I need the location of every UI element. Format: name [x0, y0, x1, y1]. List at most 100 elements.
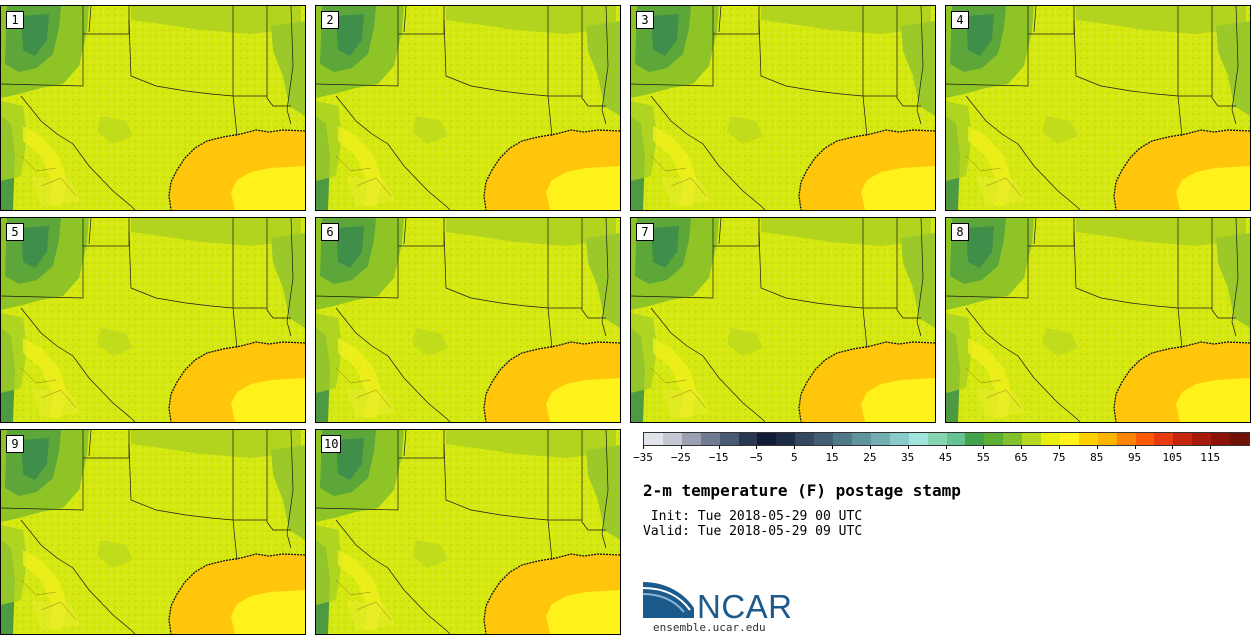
logo-wordmark: NCAR	[697, 588, 793, 625]
colorbar-swatch	[662, 433, 682, 445]
colorbar-swatch	[1154, 433, 1174, 445]
colorbar-tick	[643, 445, 644, 449]
member-label-9: 9	[6, 435, 24, 453]
colorbar-swatch	[738, 433, 758, 445]
colorbar-tick	[1134, 445, 1136, 449]
colorbar-tick-label: 95	[1127, 451, 1142, 464]
colorbar-tick-label: 115	[1200, 451, 1221, 464]
colorbar-tick	[718, 445, 720, 449]
colorbar-tick	[756, 445, 758, 449]
colorbar-swatch	[1116, 433, 1136, 445]
temperature-map-7	[631, 218, 935, 422]
temperature-map-4	[946, 6, 1250, 210]
colorbar-tick	[869, 445, 871, 449]
colorbar-tick	[983, 445, 985, 449]
colorbar-tick	[832, 445, 834, 449]
colorbar-swatch	[1135, 433, 1155, 445]
colorbar-tick-label: −25	[670, 451, 691, 464]
temperature-map-6	[316, 218, 620, 422]
colorbar-tick	[794, 445, 796, 449]
stamp-member-9: 9	[0, 429, 306, 635]
colorbar-tick	[1210, 445, 1212, 449]
colorbar-tick-label: 25	[863, 451, 877, 464]
temperature-map-2	[316, 6, 620, 210]
colorbar-swatch	[1022, 433, 1042, 445]
colorbar-tick-label: −15	[708, 451, 729, 464]
colorbar-swatch	[814, 433, 834, 445]
stamp-member-2: 2	[315, 5, 621, 211]
stamp-member-1: 1	[0, 5, 306, 211]
colorbar-tick-label: 15	[825, 451, 839, 464]
colorbar-tick-label: −35	[633, 451, 653, 464]
colorbar-swatch	[681, 433, 701, 445]
colorbar-swatch	[1041, 433, 1060, 445]
stamp-member-6: 6	[315, 217, 621, 423]
member-label-1: 1	[6, 11, 24, 29]
colorbar-tick-label: 35	[901, 451, 915, 464]
member-label-7: 7	[636, 223, 654, 241]
colorbar-tick	[680, 445, 682, 449]
colorbar-swatch	[851, 433, 871, 445]
logo-url: ensemble.ucar.edu	[653, 621, 766, 634]
colorbar-swatch	[908, 433, 928, 445]
colorbar-tick-label: 45	[938, 451, 953, 464]
temperature-map-5	[1, 218, 305, 422]
colorbar-swatch	[1059, 433, 1079, 445]
colorbar-swatch	[870, 433, 890, 445]
colorbar-tick-label: 85	[1090, 451, 1104, 464]
colorbar-tick	[1172, 445, 1174, 449]
member-label-6: 6	[321, 223, 339, 241]
member-label-5: 5	[6, 223, 24, 241]
temperature-map-8	[946, 218, 1250, 422]
colorbar-swatch	[1078, 433, 1098, 445]
member-label-8: 8	[951, 223, 969, 241]
colorbar-tick	[907, 445, 909, 449]
colorbar-swatch	[757, 433, 777, 445]
colorbar-swatch	[719, 433, 739, 445]
colorbar-tick-label: −5	[749, 451, 764, 464]
colorbar-swatch	[700, 433, 720, 445]
temperature-map-1	[1, 6, 305, 210]
stamp-member-4: 4	[945, 5, 1251, 211]
colorbar-tick	[1058, 445, 1060, 449]
stamp-member-8: 8	[945, 217, 1251, 423]
colorbar-tick	[1096, 445, 1098, 449]
colorbar-tick-label: 5	[790, 451, 798, 464]
colorbar-tick	[945, 445, 947, 449]
colorbar-tick-label: 55	[976, 451, 990, 464]
valid-time: Valid: Tue 2018-05-29 09 UTC	[643, 524, 863, 539]
stamp-member-3: 3	[630, 5, 936, 211]
member-label-10: 10	[321, 435, 342, 453]
colorbar-swatch	[1192, 433, 1212, 445]
init-time: Init: Tue 2018-05-29 00 UTC	[643, 509, 863, 524]
member-label-2: 2	[321, 11, 339, 29]
colorbar-tick-label: 105	[1162, 451, 1183, 464]
colorbar-tick-label: 75	[1052, 451, 1066, 464]
plot-title: 2-m temperature (F) postage stamp	[643, 481, 961, 500]
colorbar-ticks: −35 −25 −15 −5 5 15 25 35 45 55 65 75 85 95 105 115	[633, 445, 1248, 467]
member-label-3: 3	[636, 11, 654, 29]
colorbar-swatch	[984, 433, 1004, 445]
colorbar-swatch	[795, 433, 815, 445]
colorbar-swatch	[1097, 433, 1117, 445]
stamp-member-7: 7	[630, 217, 936, 423]
ncar-logo-icon	[642, 582, 694, 618]
stamp-member-10: 10	[315, 429, 621, 635]
colorbar-swatch	[889, 433, 909, 445]
temperature-map-9	[1, 430, 305, 634]
colorbar-swatch	[1230, 433, 1249, 445]
colorbar-swatch	[644, 433, 663, 445]
colorbar-swatch	[1173, 433, 1193, 445]
colorbar-swatch	[927, 433, 947, 445]
colorbar-swatch	[1003, 433, 1023, 445]
member-label-4: 4	[951, 11, 969, 29]
temperature-map-10	[316, 430, 620, 634]
colorbar-tick	[1021, 445, 1023, 449]
temperature-map-3	[631, 6, 935, 210]
colorbar-tick-label: 65	[1014, 451, 1028, 464]
colorbar-swatch	[1211, 433, 1231, 445]
stamp-member-5: 5	[0, 217, 306, 423]
temperature-colorbar	[643, 432, 1250, 446]
colorbar-swatch	[946, 433, 966, 445]
colorbar-swatch	[833, 433, 852, 445]
